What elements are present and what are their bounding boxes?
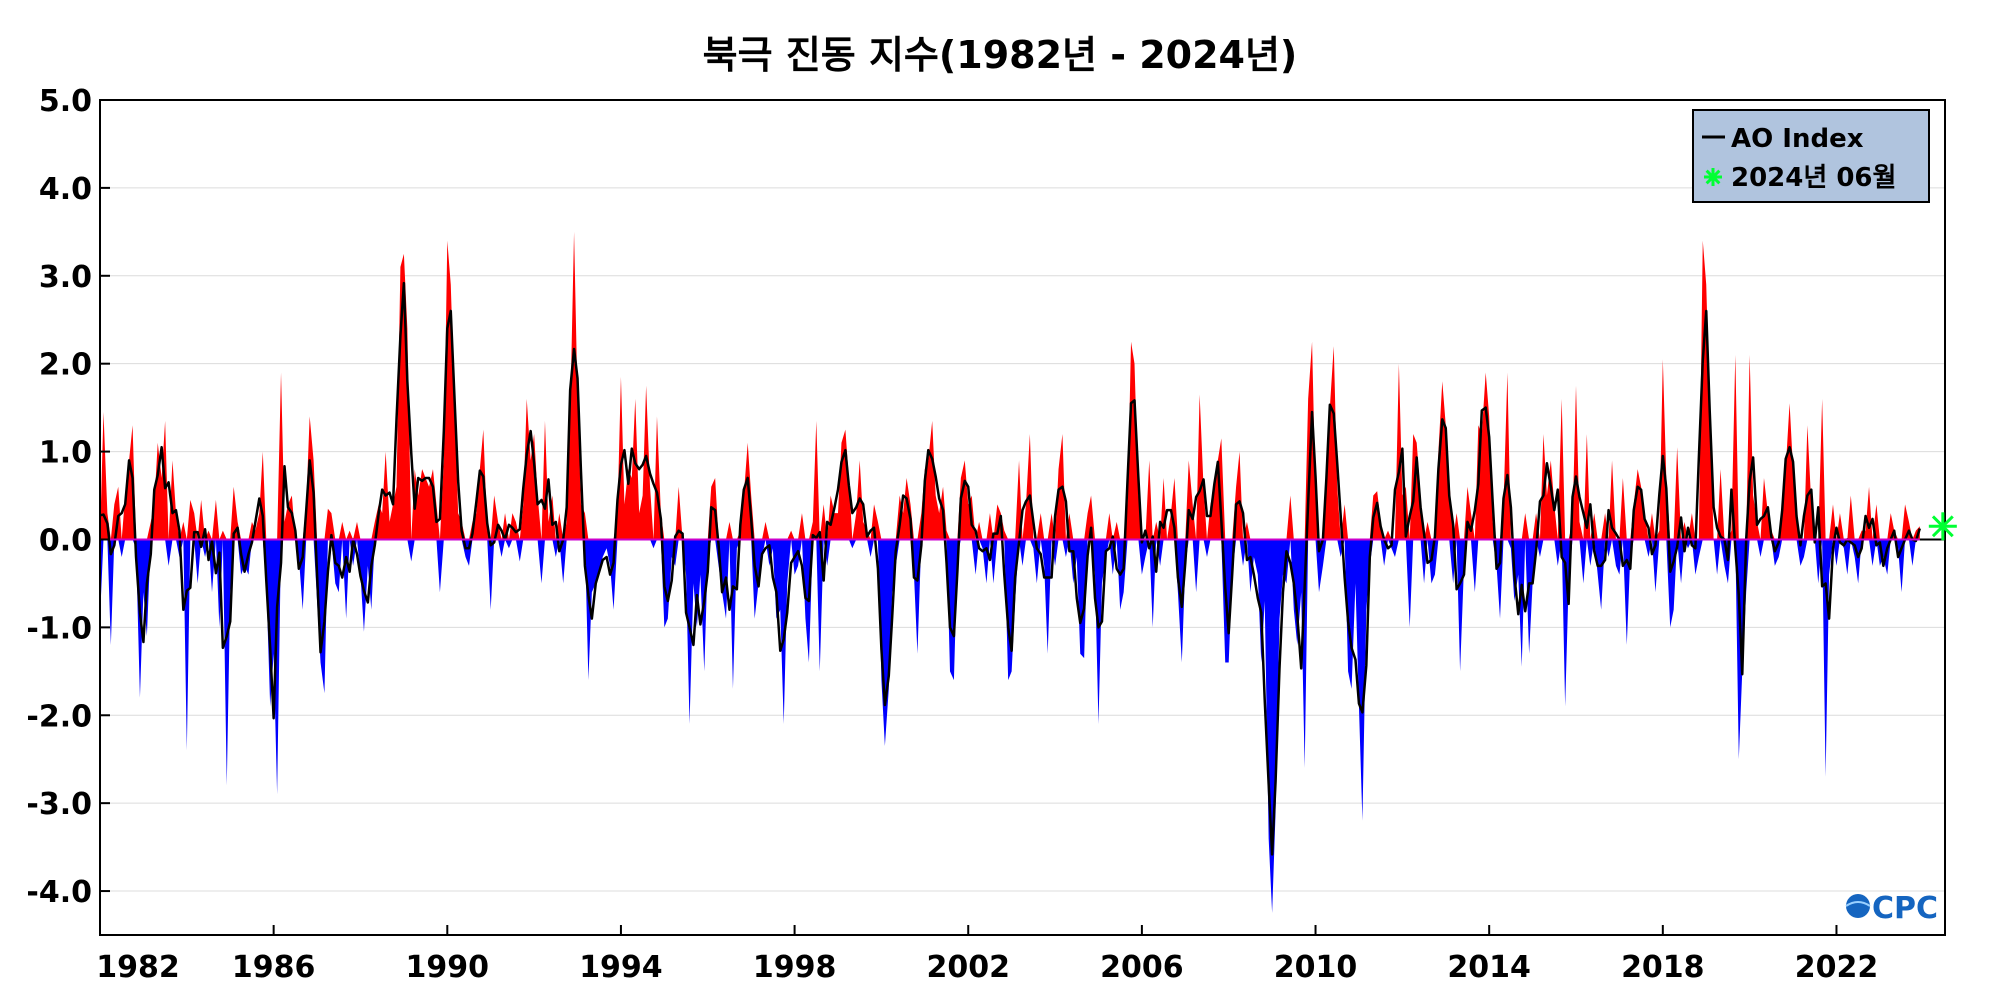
y-tick-label-0: 5.0	[39, 84, 92, 119]
x-tick-label-2: 1990	[406, 950, 490, 985]
x-tick-label-10: 2022	[1795, 950, 1879, 985]
x-tick-label-3: 1994	[579, 950, 663, 985]
x-tick-label-4: 1998	[753, 950, 837, 985]
y-tick-label-8: -3.0	[26, 787, 92, 822]
y-tick-label-2: 3.0	[39, 260, 92, 295]
highlight-point-asterisk-icon	[1928, 512, 1957, 541]
x-tick-label-0: 1982	[96, 950, 180, 985]
grid-lines	[100, 99, 1945, 892]
positive-area	[100, 231, 1920, 540]
cpc-logo: CPC	[1845, 891, 1938, 926]
y-tick-label-6: -1.0	[26, 611, 92, 646]
cpc-logo-globe-icon	[1846, 894, 1870, 918]
legend-box	[1692, 109, 1930, 203]
x-tick-label-6: 2006	[1100, 950, 1184, 985]
plot-frame	[99, 99, 1946, 936]
x-tick-label-9: 2018	[1621, 950, 1705, 985]
y-tick-label-4: 1.0	[39, 436, 92, 471]
y-tick-label-1: 4.0	[39, 172, 92, 207]
legend-label-highlight-month: 2024년 06월	[1731, 163, 1896, 193]
data-area-layer	[100, 231, 1920, 914]
x-tick-label-8: 2014	[1447, 950, 1531, 985]
ao-index-line	[99, 281, 1922, 856]
negative-area	[100, 539, 1920, 914]
legend: AO Index 2024년 06월	[1692, 109, 1930, 203]
asterisk-stroke-3	[1931, 515, 1954, 538]
chart-title: 북극 진동 지수(1982년 - 2024년)	[703, 33, 1298, 77]
legend-label-ao-index: AO Index	[1731, 124, 1864, 154]
legend-asterisk-icon	[1704, 168, 1722, 186]
x-tick-label-1: 1986	[232, 950, 316, 985]
x-tick-label-5: 2002	[926, 950, 1010, 985]
y-tick-label-7: -2.0	[26, 699, 92, 734]
y-tick-label-5: 0.0	[39, 523, 92, 558]
tick-labels: 5.0 4.0 3.0 2.0 1.0 0.0 -1.0 -2.0 -3.0 -4.0 1982 19…	[26, 84, 1878, 985]
data-line-layer	[99, 281, 1945, 856]
cpc-logo-text: CPC	[1872, 891, 1938, 926]
y-tick-label-9: -4.0	[26, 875, 92, 910]
x-tick-label-7: 2010	[1274, 950, 1358, 985]
asterisk-stroke-3	[1705, 169, 1721, 185]
axes	[99, 99, 1946, 936]
y-tick-label-3: 2.0	[39, 348, 92, 383]
